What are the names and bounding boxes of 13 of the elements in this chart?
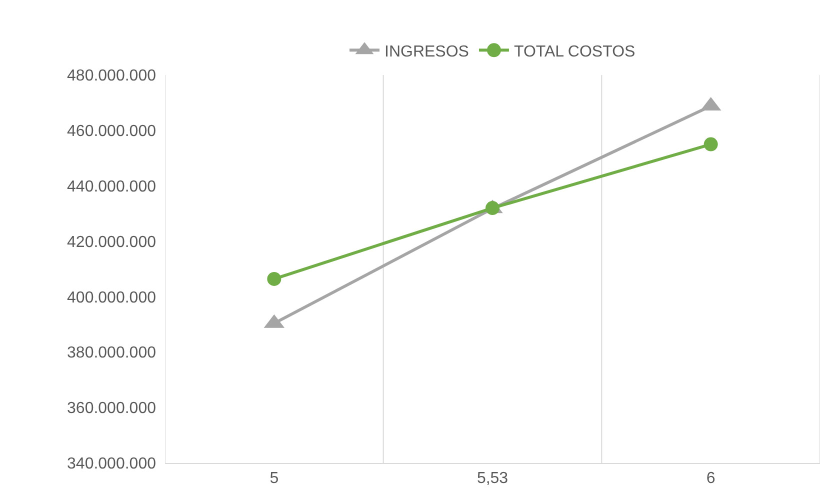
- x-tick-label: 6: [706, 470, 716, 488]
- x-tick-label: 5: [270, 470, 279, 488]
- y-tick-label: 480.000.000: [67, 68, 156, 85]
- y-tick-label: 340.000.000: [67, 456, 156, 473]
- y-tick-label: 440.000.000: [67, 178, 156, 196]
- y-tick-label: 400.000.000: [67, 289, 156, 306]
- x-tick-label: 5,53: [476, 470, 508, 488]
- y-tick-label: 380.000.000: [67, 344, 156, 362]
- y-tick-label: 420.000.000: [67, 234, 156, 251]
- y-tick-label: 460.000.000: [67, 123, 156, 140]
- y-tick-label: 360.000.000: [67, 400, 156, 418]
- legend-label: INGRESOS: [384, 43, 469, 60]
- legend-label: TOTAL COSTOS: [514, 43, 636, 60]
